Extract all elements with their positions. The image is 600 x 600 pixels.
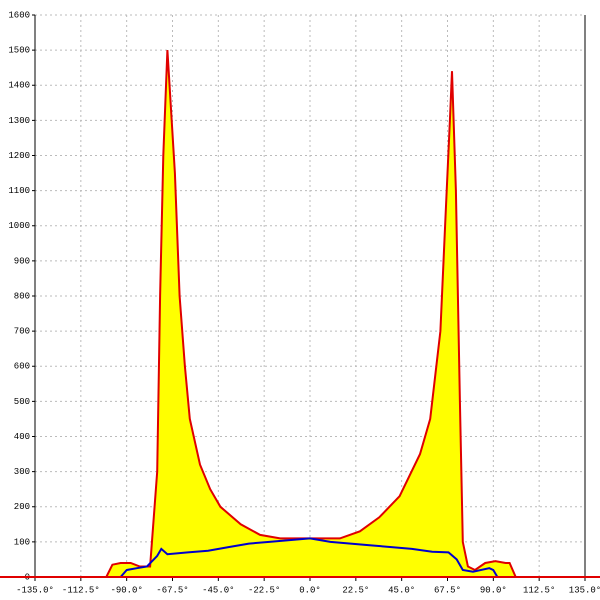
x-tick-label: 0.0°	[299, 585, 321, 595]
x-tick-label: -22.5°	[248, 585, 280, 595]
x-tick-label: -67.5°	[156, 585, 188, 595]
y-tick-label: 700	[14, 327, 30, 337]
y-tick-label: 800	[14, 291, 30, 301]
x-tick-label: -112.5°	[62, 585, 100, 595]
y-tick-label: 500	[14, 397, 30, 407]
x-tick-label: -45.0°	[202, 585, 234, 595]
x-tick-label: 112.5°	[523, 585, 555, 595]
x-tick-label: 67.5°	[434, 585, 461, 595]
y-tick-label: 1400	[8, 81, 30, 91]
x-tick-label: 90.0°	[480, 585, 507, 595]
y-tick-label: 1500	[8, 46, 30, 56]
x-tick-label: -135.0°	[16, 585, 54, 595]
line	[119, 537, 499, 578]
y-tick-label: 100	[14, 537, 30, 547]
y-tick-label: 1600	[8, 10, 30, 20]
y-tick-label: 400	[14, 432, 30, 442]
y-tick-label: 1300	[8, 116, 30, 126]
y-tick-label: 900	[14, 256, 30, 266]
y-tick-label: 200	[14, 502, 30, 512]
y-tick-label: 1100	[8, 186, 30, 196]
y-tick-label: 1000	[8, 221, 30, 231]
x-tick-label: 22.5°	[342, 585, 369, 595]
y-tick-label: 600	[14, 362, 30, 372]
x-tick-label: 135.0°	[569, 585, 600, 595]
x-tick-label: 45.0°	[388, 585, 415, 595]
y-tick-label: 1200	[8, 151, 30, 161]
x-tick-label: -90.0°	[110, 585, 142, 595]
y-tick-label: 300	[14, 467, 30, 477]
